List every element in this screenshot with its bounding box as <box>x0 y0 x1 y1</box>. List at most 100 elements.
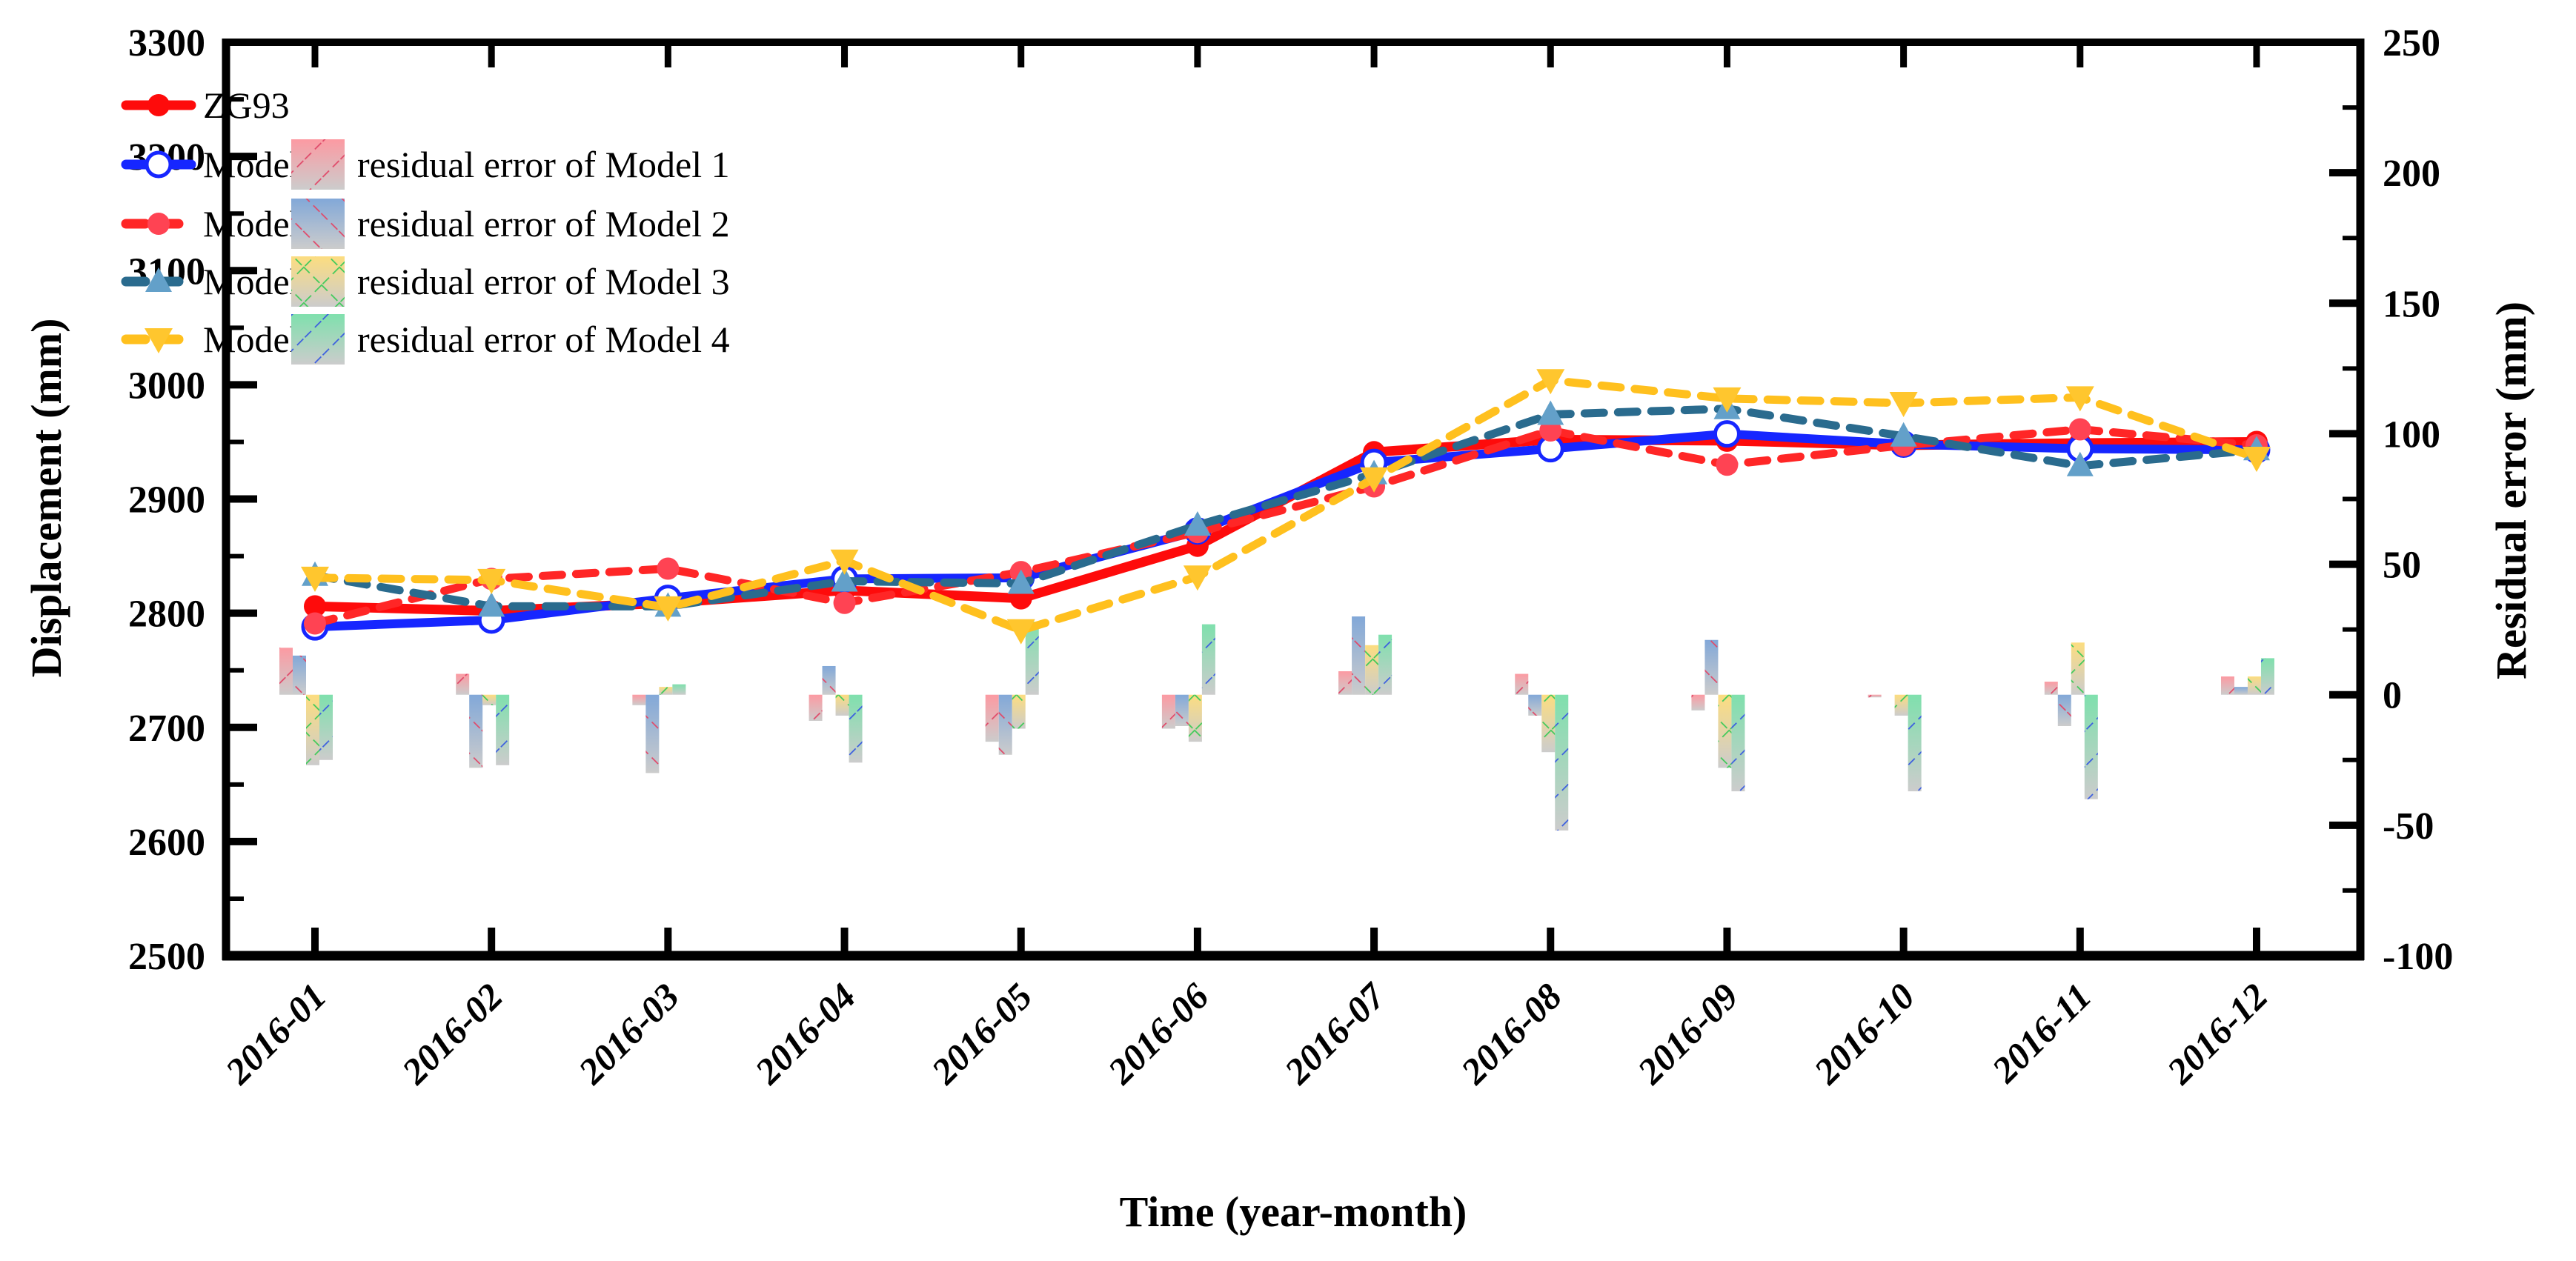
x-tick-label: 2016-07 <box>1276 974 1395 1093</box>
residual-bar-hatch <box>1731 694 1745 792</box>
x-tick-label: 2016-12 <box>2159 975 2276 1092</box>
series-marker-model-1 <box>1713 420 1741 448</box>
residual-bar-hatch <box>482 694 497 705</box>
legend-patch-hatch <box>291 139 345 190</box>
line-series <box>301 369 2271 645</box>
residual-bar-hatch <box>645 694 660 773</box>
residual-bar-hatch <box>1012 694 1026 729</box>
residual-bar-hatch <box>1352 616 1366 695</box>
residual-bar-hatch <box>1025 622 1039 695</box>
y-left-tick-label: 2500 <box>128 936 205 978</box>
residual-bar-hatch <box>306 694 319 765</box>
series-marker-model-3 <box>1890 422 1917 447</box>
residual-bar-hatch <box>1201 624 1215 695</box>
residual-bar-hatch <box>659 687 673 695</box>
series-marker-model-4 <box>1360 467 1389 493</box>
residual-bar-hatch <box>632 694 646 705</box>
residual-bar-hatch <box>2234 687 2248 695</box>
y-right-tick-label: 100 <box>2383 413 2440 456</box>
x-axis-title: Time (year-month) <box>1120 1188 1467 1236</box>
series-marker-model-4 <box>1889 392 1918 418</box>
residual-bar-hatch <box>1161 694 1175 729</box>
residual-bar-hatch <box>835 694 849 716</box>
residual-bar-hatch <box>1555 694 1569 831</box>
x-tick-label: 2016-05 <box>923 975 1040 1092</box>
series-marker-model-3 <box>831 567 858 592</box>
residual-bar-hatch <box>319 694 333 760</box>
series-marker-model-2 <box>2068 418 2091 441</box>
residual-bar-hatch <box>809 694 823 721</box>
series-marker-model-3 <box>478 592 505 617</box>
series-marker-model-4 <box>2242 447 2271 473</box>
residual-bar-hatch <box>2220 676 2234 695</box>
residual-bar-hatch <box>2247 676 2261 695</box>
series-marker-model-2 <box>657 557 680 580</box>
series-marker-model-2 <box>1716 453 1739 476</box>
x-tick-label: 2016-06 <box>1100 975 1217 1092</box>
y-left-tick-label: 2700 <box>128 708 205 750</box>
legend-patch-label: residual error of Model 1 <box>357 144 730 185</box>
series-marker-model-4 <box>1006 619 1035 645</box>
residual-bar-hatch <box>293 655 306 695</box>
residual-bar-hatch <box>1365 645 1379 695</box>
x-tick-label: 2016-10 <box>1805 975 1922 1092</box>
series-marker-zg93 <box>304 595 326 618</box>
x-tick-label: 2016-08 <box>1453 975 1570 1092</box>
y-right-tick-label: -100 <box>2383 936 2453 978</box>
residual-bar-hatch <box>1188 694 1202 742</box>
y-right-tick-label: 150 <box>2383 283 2440 325</box>
x-tick-label: 2016-11 <box>1983 975 2099 1091</box>
residual-bar-hatch <box>1894 694 1908 716</box>
series-marker-model-4 <box>301 566 329 592</box>
series-marker-model-2 <box>833 591 856 614</box>
series-marker-model-2 <box>1539 419 1562 442</box>
residual-bar-hatch <box>1515 673 1529 695</box>
residual-bar-hatch <box>672 684 686 695</box>
residual-bar-hatch <box>1868 694 1882 698</box>
y-left-tick-label: 2900 <box>128 479 205 522</box>
x-tick-label: 2016-03 <box>570 975 687 1092</box>
residual-bar-hatch <box>279 648 293 695</box>
series-marker-model-4 <box>477 568 506 594</box>
y-right-tick-label: 250 <box>2383 22 2440 64</box>
legend-patch-label: residual error of Model 4 <box>357 319 730 360</box>
series-line-model-4 <box>311 376 2261 635</box>
residual-bar-hatch <box>2057 694 2071 726</box>
series-marker-model-4 <box>654 596 683 622</box>
legend-patch-hatch <box>291 199 345 249</box>
legend-label: ZG93 <box>203 84 290 126</box>
legend-patch-label: residual error of Model 3 <box>357 261 730 302</box>
series-marker-model-4 <box>830 549 859 575</box>
residual-bar-hatch <box>456 673 470 695</box>
residual-bar-hatch <box>998 694 1012 755</box>
series-marker-model-3 <box>1537 400 1564 425</box>
y-left-tick-label: 3300 <box>128 22 205 64</box>
residual-bar-hatch <box>1908 694 1922 792</box>
y-right-tick-label: 0 <box>2383 675 2402 717</box>
y-right-tick-label: 50 <box>2383 545 2421 587</box>
residual-bar-hatch <box>1704 639 1719 695</box>
series-marker-model-4 <box>1536 369 1565 395</box>
legend-marker <box>147 213 170 235</box>
series-marker-model-4 <box>2065 386 2094 412</box>
residual-bar-hatch <box>985 694 999 742</box>
series-marker-model-3 <box>1007 569 1035 594</box>
residual-bar-hatch <box>1528 694 1542 716</box>
residual-bar-hatch <box>2044 682 2058 695</box>
legend-patch-hatch <box>291 314 345 365</box>
y-left-tick-label: 2800 <box>128 593 205 636</box>
residual-bar-hatch <box>1338 671 1352 695</box>
residual-bar-hatch <box>849 694 863 763</box>
series-marker-model-4 <box>1183 565 1212 591</box>
x-tick-label: 2016-01 <box>217 975 334 1092</box>
series-marker-model-4 <box>1713 387 1742 413</box>
residual-bar-hatch <box>1378 634 1392 695</box>
residual-bar-hatch <box>496 694 510 765</box>
residual-bar-hatch <box>1541 694 1556 753</box>
residual-bar-hatch <box>1718 694 1732 768</box>
series-marker-model-2 <box>304 612 326 635</box>
y-axis-left-labels: 250026002700280029003000310032003300 <box>128 22 205 978</box>
y-left-tick-label: 3000 <box>128 365 205 407</box>
